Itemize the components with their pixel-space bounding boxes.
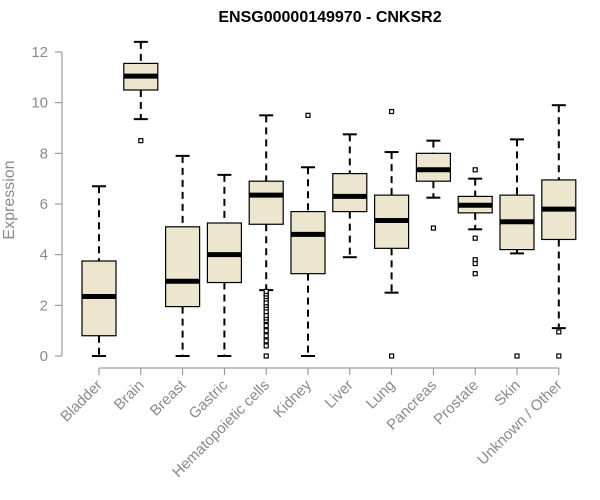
outlier-point bbox=[263, 338, 269, 344]
box-breast bbox=[165, 154, 201, 357]
outlier-point bbox=[263, 323, 269, 329]
box-hematopoietic-cells bbox=[248, 114, 284, 359]
y-tick-label: 12 bbox=[31, 44, 48, 61]
outlier-point bbox=[389, 108, 395, 115]
box-pancreas bbox=[415, 139, 451, 231]
x-tick-label: Skin bbox=[491, 377, 524, 410]
outlier-point bbox=[263, 353, 269, 359]
outlier-point bbox=[472, 271, 478, 277]
box-prostate bbox=[457, 167, 493, 277]
outlier-point bbox=[389, 353, 395, 359]
outlier-point bbox=[263, 333, 269, 339]
outlier-point bbox=[556, 353, 562, 359]
outlier-point bbox=[514, 353, 520, 359]
outlier-point bbox=[472, 235, 478, 241]
box-gastric bbox=[206, 173, 242, 357]
x-tick-label: Prostate bbox=[430, 377, 482, 429]
outlier-point bbox=[263, 343, 269, 349]
box-kidney bbox=[290, 112, 326, 357]
x-tick-label: Liver bbox=[322, 377, 357, 412]
y-tick-label: 2 bbox=[40, 297, 48, 314]
box-liver bbox=[332, 133, 368, 259]
y-tick-label: 6 bbox=[40, 196, 48, 213]
outlier-point bbox=[305, 112, 311, 118]
box-bladder bbox=[81, 185, 117, 357]
y-tick-label: 8 bbox=[40, 145, 48, 162]
outlier-point bbox=[430, 225, 436, 231]
outlier-point bbox=[472, 167, 478, 173]
y-tick-label: 10 bbox=[31, 95, 48, 112]
chart-title: ENSG00000149970 - CNKSR2 bbox=[218, 9, 441, 26]
y-tick-label: 4 bbox=[40, 247, 48, 264]
y-tick-label: 0 bbox=[40, 348, 48, 365]
box-unknown-other bbox=[541, 104, 577, 359]
outlier-point bbox=[263, 288, 269, 294]
x-tick-label: Lung bbox=[363, 377, 399, 413]
box-brain bbox=[123, 40, 159, 144]
x-tick-label: Kidney bbox=[270, 376, 315, 421]
box-body bbox=[165, 226, 201, 308]
x-tick-label: Breast bbox=[147, 376, 190, 419]
box-body bbox=[332, 173, 368, 213]
box-series bbox=[81, 40, 577, 359]
x-tick-label: Brain bbox=[111, 377, 148, 414]
box-skin bbox=[499, 138, 535, 359]
box-lung bbox=[374, 108, 410, 359]
outlier-point bbox=[263, 328, 269, 334]
y-axis-label: Expression bbox=[1, 160, 18, 239]
box-body bbox=[248, 180, 284, 225]
outlier-point bbox=[472, 260, 478, 267]
box-body bbox=[290, 211, 326, 275]
outlier-point bbox=[138, 138, 144, 144]
x-tick-label: Bladder bbox=[57, 377, 106, 426]
box-body bbox=[415, 152, 451, 182]
y-axis: 0 2 4 6 8 10 12 bbox=[31, 44, 63, 365]
outlier-point bbox=[556, 329, 562, 335]
